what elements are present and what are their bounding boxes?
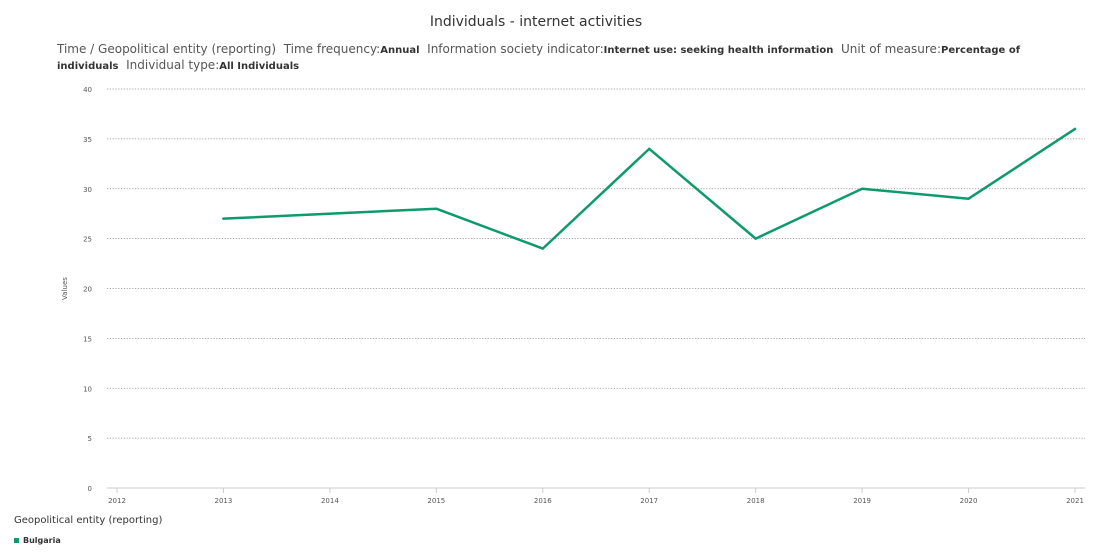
- legend-label: Bulgaria: [23, 536, 61, 545]
- data-point: [967, 197, 970, 200]
- y-tick-label: 5: [88, 435, 92, 443]
- y-tick-label: 30: [83, 186, 92, 194]
- subtitle-part: Time frequency:: [283, 42, 381, 56]
- x-tick-label: 2019: [853, 497, 871, 505]
- y-tick-label: 20: [83, 286, 92, 294]
- x-tick-label: 2015: [427, 497, 445, 505]
- y-tick-label: 10: [83, 385, 92, 393]
- y-tick-label: 35: [83, 136, 92, 144]
- data-point: [541, 247, 544, 250]
- axes: 0 5 10 15 20 25 30 35 40 2012 2013 2014 2015 2016 2017…: [61, 86, 1085, 505]
- series-line-bulgaria: [222, 127, 1077, 250]
- data-point: [1073, 127, 1077, 131]
- x-tick-label: 2016: [534, 497, 552, 505]
- subtitle-part: Information society indicator:: [427, 42, 604, 56]
- subtitle-value: Internet use: seeking health information: [603, 45, 834, 56]
- data-point: [648, 147, 651, 151]
- legend-title: Geopolitical entity (reporting): [14, 515, 163, 526]
- subtitle-value: Annual: [380, 45, 420, 56]
- x-tick-label: 2014: [321, 497, 339, 505]
- x-tick-label: 2021: [1066, 497, 1084, 505]
- x-tick-label: 2013: [215, 497, 233, 505]
- data-point: [222, 217, 225, 220]
- grid-lines: [107, 88, 1085, 439]
- subtitle-part: Time / Geopolitical entity (reporting): [57, 42, 277, 56]
- legend-item-bulgaria[interactable]: Bulgaria: [14, 536, 61, 545]
- x-tick-label: 2020: [960, 497, 978, 505]
- x-tick-label: 2017: [640, 497, 658, 505]
- legend-swatch: [14, 538, 19, 543]
- subtitle-value: Percentage of individuals: [57, 45, 1021, 72]
- subtitle-part: Unit of measure:: [840, 42, 941, 56]
- data-point: [754, 237, 757, 240]
- chart-title: Individuals - internet activities: [429, 14, 643, 30]
- data-point: [435, 207, 438, 210]
- y-tick-label: 15: [83, 335, 92, 343]
- subtitle-value: All Individuals: [219, 61, 300, 72]
- y-tick-label: 40: [83, 86, 92, 94]
- chart-subtitle: Time / Geopolitical entity (reporting) T…: [57, 42, 1082, 74]
- x-tick-label: 2018: [747, 497, 765, 505]
- y-axis-label: Values: [61, 277, 69, 300]
- y-tick-label: 25: [83, 236, 92, 244]
- y-tick-label: 0: [88, 485, 92, 493]
- data-point: [860, 187, 864, 190]
- subtitle-part: Individual type:: [126, 58, 220, 72]
- x-tick-label: 2012: [108, 497, 126, 505]
- series-layer: [222, 127, 1077, 250]
